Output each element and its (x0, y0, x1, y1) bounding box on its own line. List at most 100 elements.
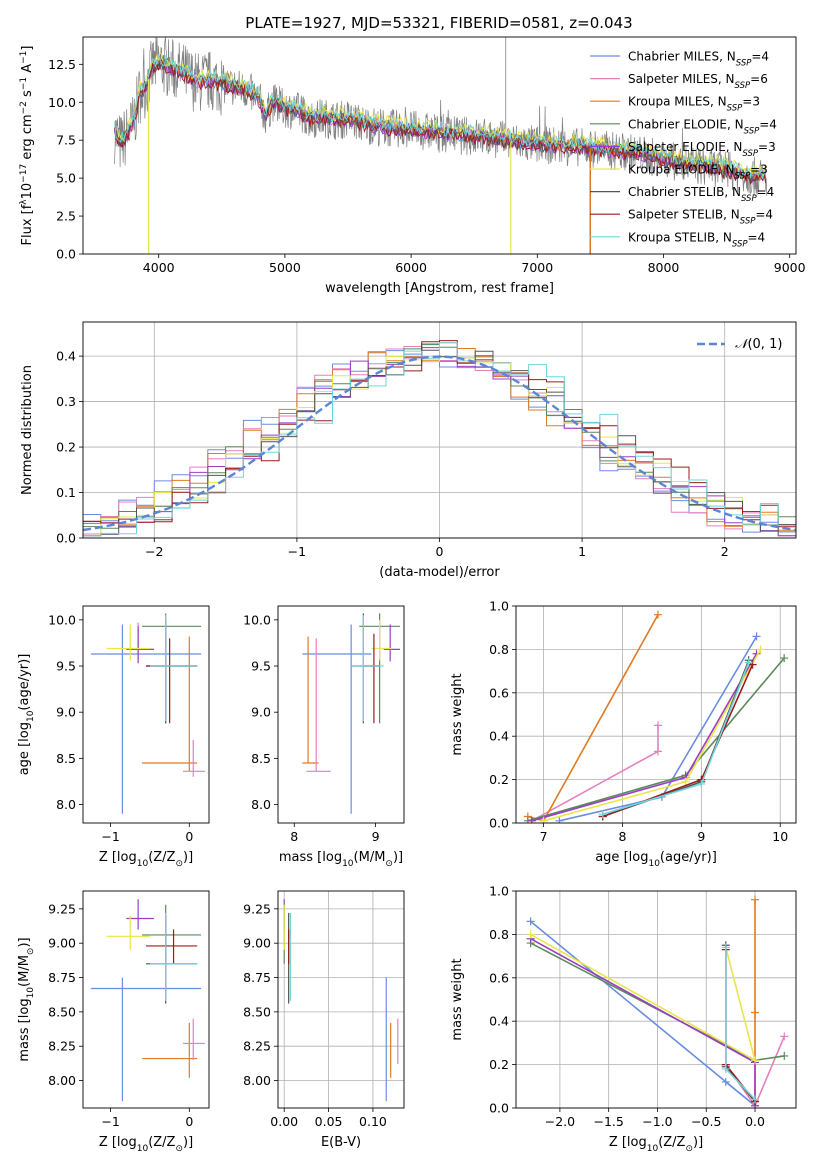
label-part: (Z/Z (658, 1135, 685, 1150)
y-tick-label: 10.0 (48, 612, 76, 627)
x-axis-label: (data-model)/error (379, 565, 500, 580)
x-tick-label: −1 (101, 1114, 119, 1129)
label-part: (age/yr)] (17, 654, 32, 711)
label-part: )] (183, 850, 193, 865)
label-part: erg cm (20, 114, 35, 163)
axes-frame (82, 36, 797, 255)
legend-label-sub: SSP (732, 239, 748, 249)
mass-weight-marker (721, 1077, 730, 1086)
legend-label-sub: SSP (735, 81, 751, 91)
mass-weight-marker (744, 658, 753, 667)
y-tick-label: 8.25 (243, 1039, 271, 1054)
y-tick-label: 10.0 (243, 612, 271, 627)
x-tick-label: 0.05 (315, 1114, 343, 1129)
mass-weight-marker (653, 747, 662, 756)
figure-title: PLATE=1927, MJD=53321, FIBERID=0581, z=0… (245, 14, 632, 32)
y-tick-label: 0.2 (489, 1057, 509, 1072)
mass-weight-line (725, 949, 756, 1102)
legend-label: Salpeter ELODIE, NSSP=3 (628, 140, 776, 159)
mass-weight-line (530, 920, 756, 1107)
weight-lines (523, 610, 789, 823)
x-tick-label: 0 (185, 829, 193, 844)
label-part: Flux [f (20, 204, 35, 245)
x-tick-label: 8 (290, 829, 298, 844)
legend-label-text: Salpeter MILES, N (628, 72, 735, 86)
y-tick-label: 8.75 (243, 970, 271, 985)
mass-vs-metallicity-plot: −1 08.008.258.508.759.009.25Z [log10(Z/Z⊙… (17, 890, 210, 1154)
mass-weight-marker (681, 777, 690, 786)
mass-vs-extinction-plot: 0.00 0.05 0.10 8.00 8.25 8.50 8.75 9.00 9.25 E(B-… (243, 890, 405, 1150)
legend-label: Chabrier ELODIE, NSSP=4 (628, 117, 777, 136)
legend-label-text: Kroupa MILES, N (628, 95, 727, 109)
y-tick-label: 0.1 (56, 485, 76, 500)
x-tick-label: 9 (372, 829, 380, 844)
legend-label-text: Salpeter ELODIE, N (628, 140, 742, 154)
x-tick-label: 7000 (521, 260, 553, 275)
label-part: ] (20, 46, 35, 51)
label-part: λ (19, 199, 29, 205)
mass-weight-marker (721, 1064, 730, 1073)
y-tick-label: 0.3 (56, 394, 76, 409)
weight-lines (526, 895, 789, 1108)
y-tick-label: 5.0 (56, 171, 76, 186)
y-tick-label: 0.8 (489, 642, 509, 657)
label-part: −17 (19, 164, 29, 183)
x-tick-label: 8 (619, 829, 627, 844)
x-tick-label: −2 (145, 544, 163, 559)
y-tick-label: 9.5 (56, 659, 76, 674)
residual-histogram (83, 340, 796, 538)
x-axis-label: E(B-V) (321, 1135, 361, 1150)
x-tick-label: 10 (772, 829, 788, 844)
y-tick-label: 0.0 (56, 531, 76, 546)
legend-label-count: =3 (758, 140, 776, 154)
label-part: )] (393, 850, 403, 865)
mass-weight-line (602, 662, 750, 816)
y-tick-label: 0.6 (489, 685, 509, 700)
mass-weight-marker (751, 1095, 760, 1104)
x-tick-label: −1 (101, 829, 119, 844)
x-tick-label: 0 (436, 544, 444, 559)
x-tick-label: −0.5 (691, 1114, 721, 1129)
y-tick-label: 8.00 (243, 1073, 271, 1088)
mass-weight-marker (751, 1056, 760, 1065)
y-axis-label: Flux [fλ10−17 erg cm−2 s−1 A−1] (19, 46, 35, 246)
legend-label: Chabrier STELIB, NSSP=4 (628, 185, 774, 204)
legend-label-count: =4 (751, 50, 769, 64)
legend-label-text: Kroupa ELODIE, N (628, 163, 735, 177)
x-tick-label: 0.10 (359, 1114, 387, 1129)
axes-frame (82, 605, 210, 824)
errorbars (283, 899, 399, 1102)
legend-label-count: =3 (750, 163, 768, 177)
y-tick-label: 8.50 (48, 1004, 76, 1019)
y-tick-label: 9.25 (243, 901, 271, 916)
x-axis-label: Z [log10(Z/Z⊙)] (609, 1135, 703, 1154)
legend-label-text: Chabrier MILES, N (628, 50, 736, 64)
legend-label-count: =3 (742, 95, 760, 109)
x-tick-label: −1.5 (594, 1114, 624, 1129)
mass-weight-marker (653, 610, 662, 619)
errorbars (90, 613, 206, 814)
label-part: (M/M (354, 850, 386, 865)
y-tick-label: 9.0 (251, 705, 271, 720)
mass-weight-marker (526, 930, 535, 939)
legend-label: Salpeter STELIB, NSSP=4 (628, 208, 773, 227)
y-tick-label: 1.0 (489, 884, 509, 899)
axes-frame (277, 890, 405, 1109)
mass-weight-marker (780, 1032, 789, 1041)
y-tick-label: 8.5 (56, 751, 76, 766)
y-tick-label: 7.5 (56, 133, 76, 148)
legend-label-normal: 𝒩(0, 1) (735, 337, 782, 352)
mass-weight-marker (555, 816, 564, 823)
x-tick-label: −2.0 (545, 1114, 575, 1129)
y-tick-label: 9.25 (48, 901, 76, 916)
errorbars (302, 613, 400, 814)
x-tick-label: 9 (697, 829, 705, 844)
mass-weight-marker (527, 816, 536, 823)
label-part: 10 (137, 1144, 149, 1154)
x-tick-label: 9000 (774, 260, 806, 275)
label-part: (age/yr)] (660, 850, 717, 865)
model-spectrum (114, 59, 767, 186)
mass-weight-marker (721, 943, 730, 952)
